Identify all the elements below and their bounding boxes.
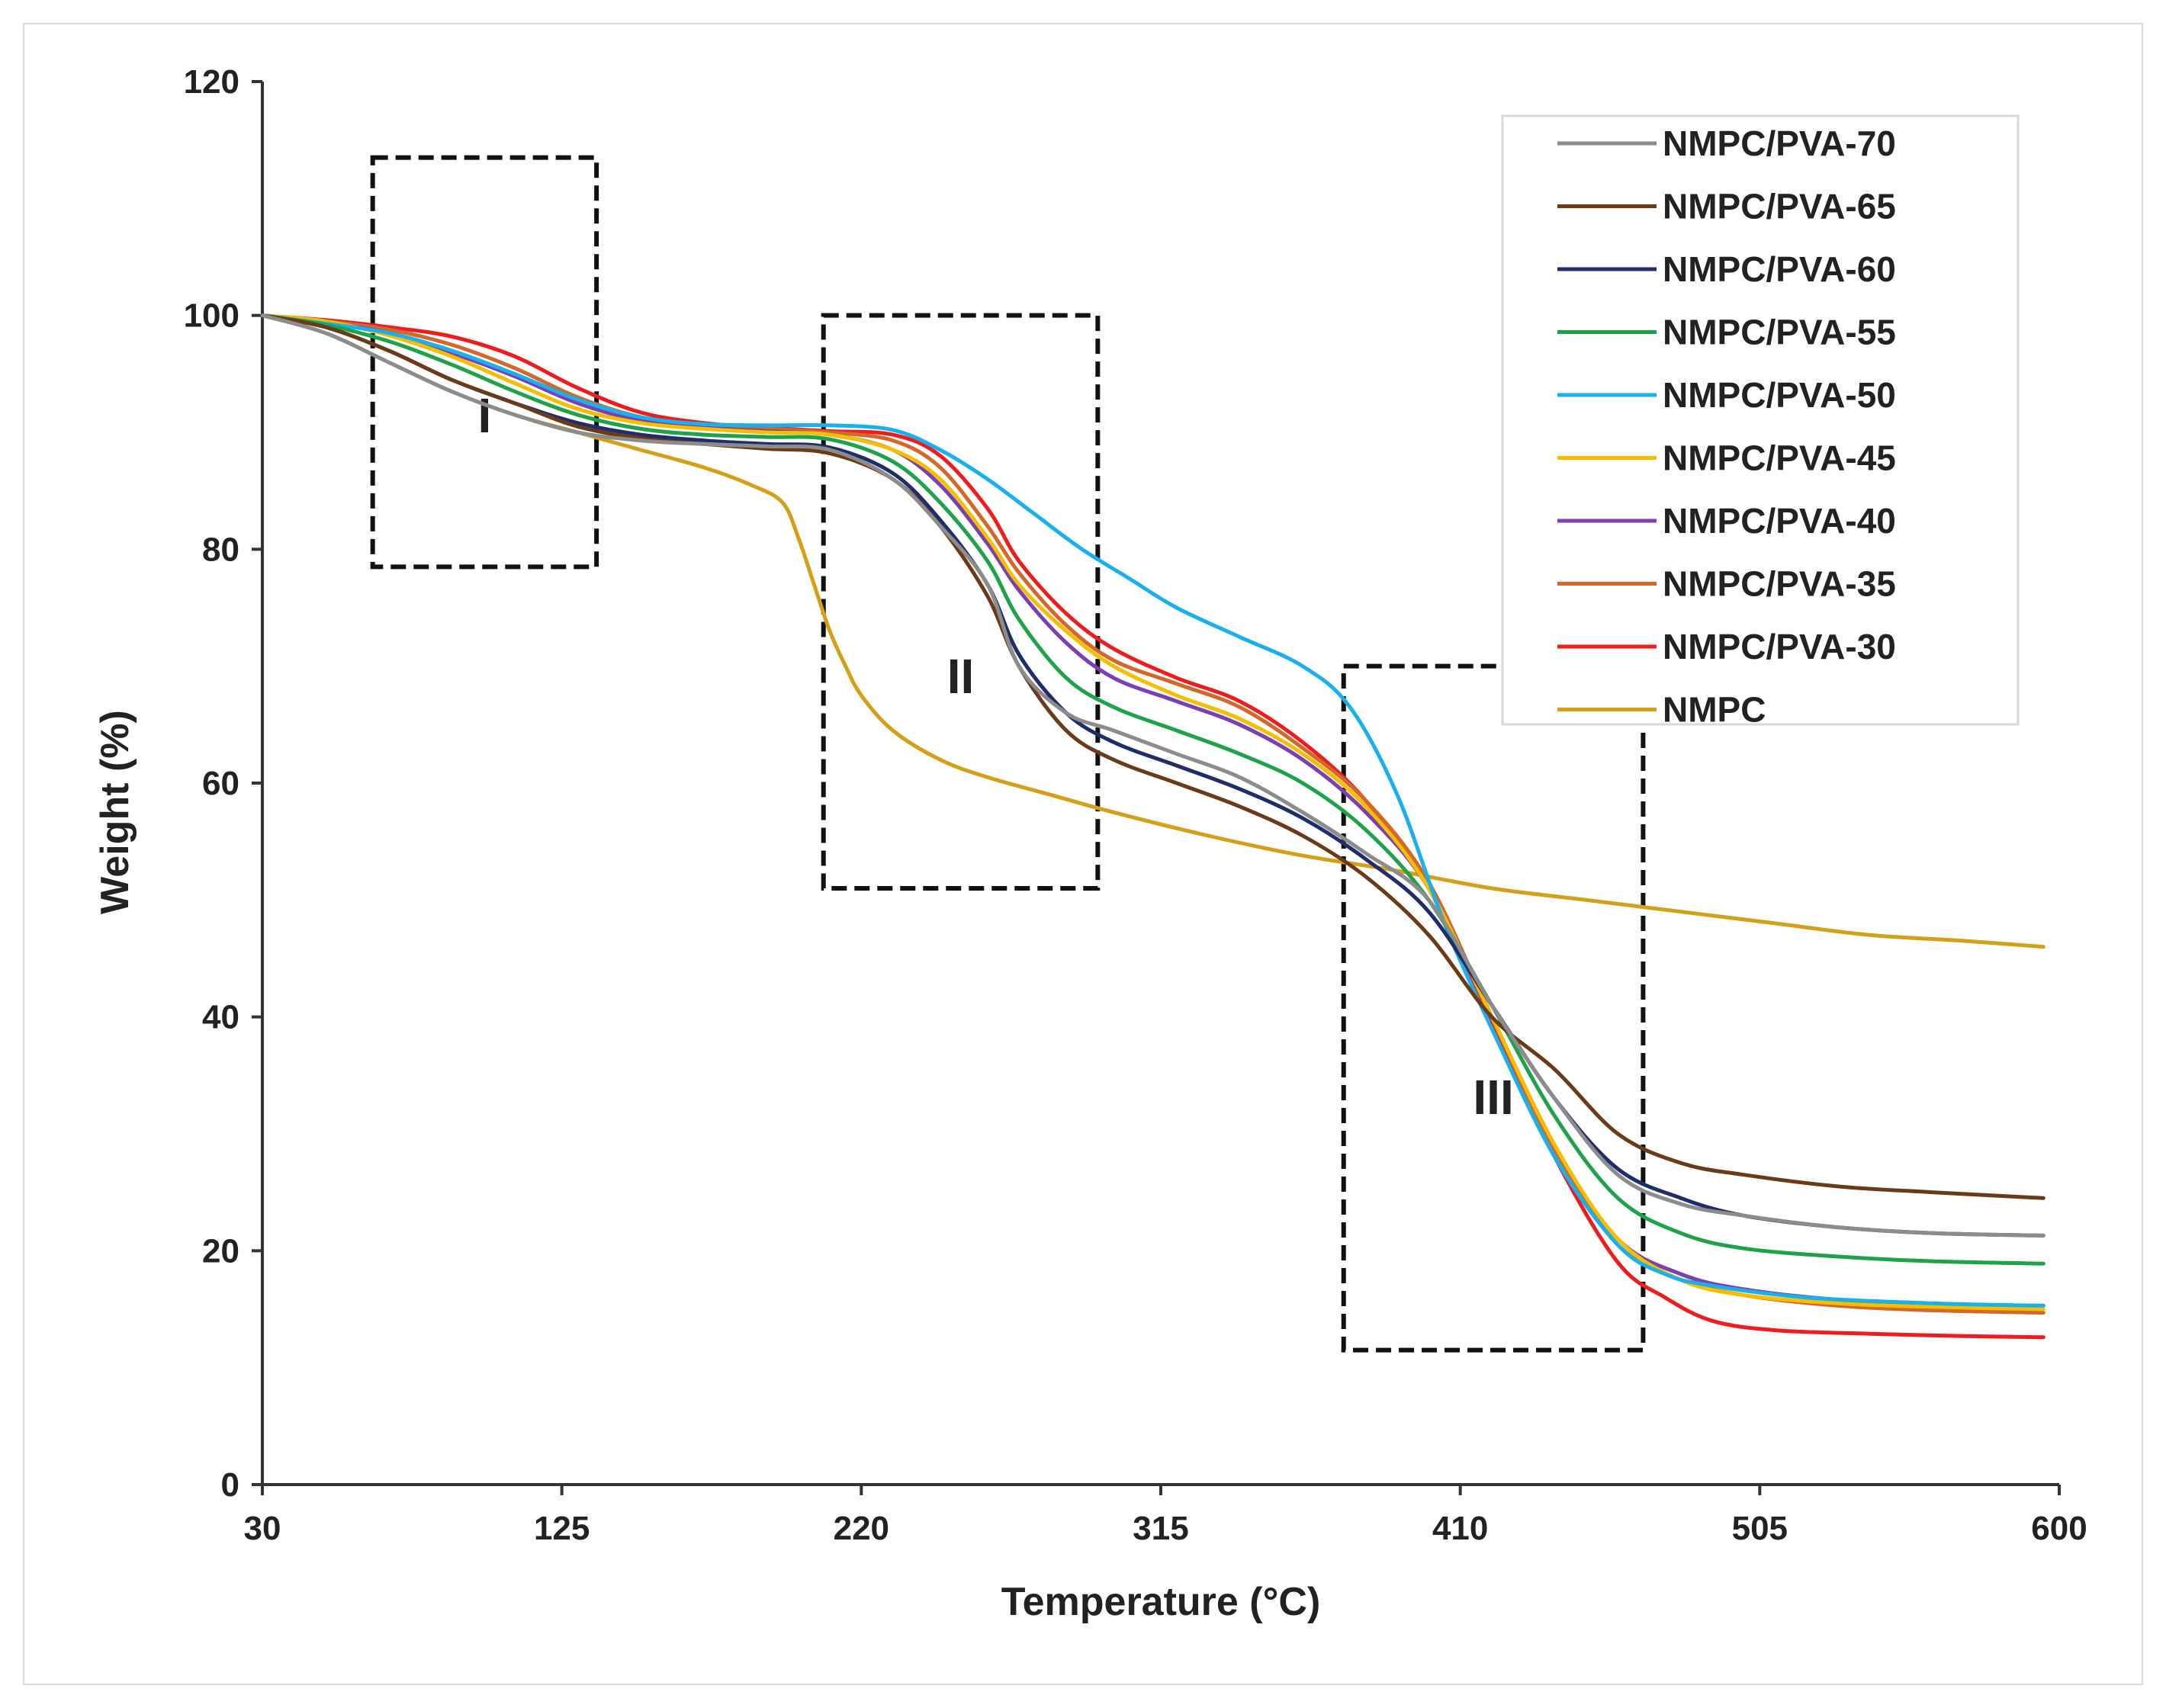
series-line-nmpc-pva-65 [260, 313, 2045, 1200]
legend-label: NMPC [1663, 690, 1766, 730]
y-tick-label: 100 [184, 297, 239, 335]
legend-label: NMPC/PVA-30 [1663, 627, 1896, 666]
legend-label: NMPC/PVA-55 [1663, 313, 1896, 352]
series-line-nmpc-pva-55 [260, 313, 2045, 1266]
legend-box [1501, 114, 2020, 726]
chart-frame [23, 23, 2143, 1685]
region-label: III [1473, 1070, 1513, 1125]
x-tick-label: 220 [834, 1510, 889, 1547]
x-tick-label: 315 [1133, 1510, 1188, 1547]
series-line-nmpc-pva-60 [260, 313, 2045, 1238]
series-line-nmpc-pva-30 [260, 313, 2045, 1340]
x-axis-title: Temperature (°C) [1001, 1580, 1321, 1624]
legend-label: NMPC/PVA-40 [1663, 501, 1896, 541]
y-tick-label: 120 [184, 63, 239, 101]
region-label: II [947, 649, 975, 704]
series-line-nmpc-pva-70 [260, 313, 2045, 1238]
x-tick-label: 600 [2031, 1510, 2087, 1547]
region-box [1341, 663, 1646, 1353]
legend-label: NMPC/PVA-70 [1663, 124, 1896, 163]
y-tick-label: 40 [202, 999, 239, 1036]
legend-label: NMPC/PVA-45 [1663, 438, 1896, 478]
y-tick-label: 0 [221, 1466, 239, 1504]
x-tick-label: 30 [244, 1510, 281, 1547]
y-tick-label: 20 [202, 1232, 239, 1270]
y-axis-title: Weight (%) [93, 710, 137, 914]
x-tick-label: 125 [534, 1510, 590, 1547]
x-tick-label: 505 [1732, 1510, 1788, 1547]
region-box [370, 155, 599, 570]
legend-label: NMPC/PVA-65 [1663, 187, 1896, 226]
series-line-nmpc-pva-50 [260, 313, 2045, 1308]
legend-label: NMPC/PVA-35 [1663, 564, 1896, 604]
legend: NMPC/PVA-70 NMPC/PVA-65 NMPC/PVA-60 NMPC/PV… [1501, 114, 2020, 730]
series-line-nmpc-pva-40 [260, 313, 2045, 1308]
legend-label: NMPC/PVA-50 [1663, 375, 1896, 415]
series-layer [260, 313, 2045, 1340]
y-tick-label: 80 [202, 531, 239, 568]
x-tick-label: 410 [1432, 1510, 1488, 1547]
region-box [821, 313, 1101, 891]
y-tick-label: 60 [202, 765, 239, 802]
legend-label: NMPC/PVA-60 [1663, 249, 1896, 289]
